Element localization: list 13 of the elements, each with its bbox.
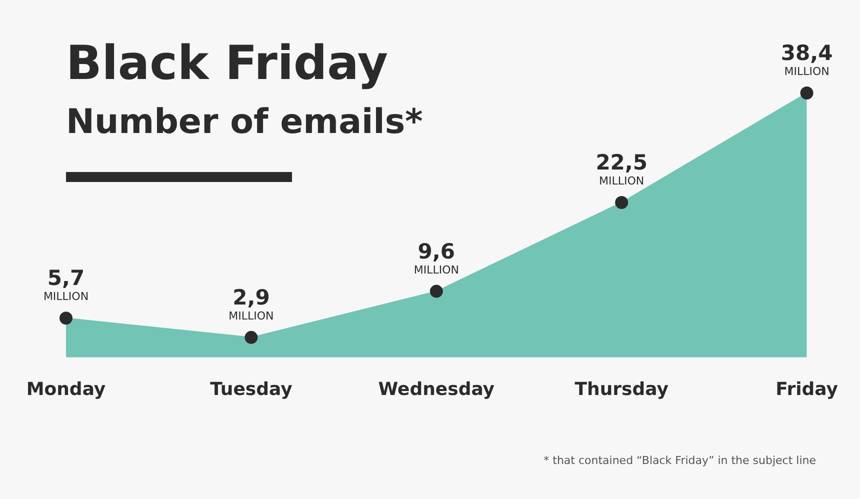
data-label: 22,5 MILLION (596, 150, 648, 188)
data-label: 38,4 MILLION (780, 41, 833, 78)
text: * that contained “Black Friday” in the subject line (544, 454, 816, 467)
data-label: 9,6 MILLION (414, 239, 459, 276)
x-tick-label: Wednesday (378, 378, 495, 400)
chart-title: Black Friday (66, 36, 388, 91)
x-tick-label: Tuesday (210, 378, 293, 400)
x-tick-label: Thursday (574, 378, 669, 400)
data-label: 2,9 MILLION (228, 285, 274, 322)
x-tick-label: Monday (26, 378, 106, 400)
chart-subtitle: Number of emails* (66, 102, 423, 142)
x-tick-label: Friday (776, 378, 838, 400)
data-label: 5,7 MILLION (43, 266, 89, 304)
